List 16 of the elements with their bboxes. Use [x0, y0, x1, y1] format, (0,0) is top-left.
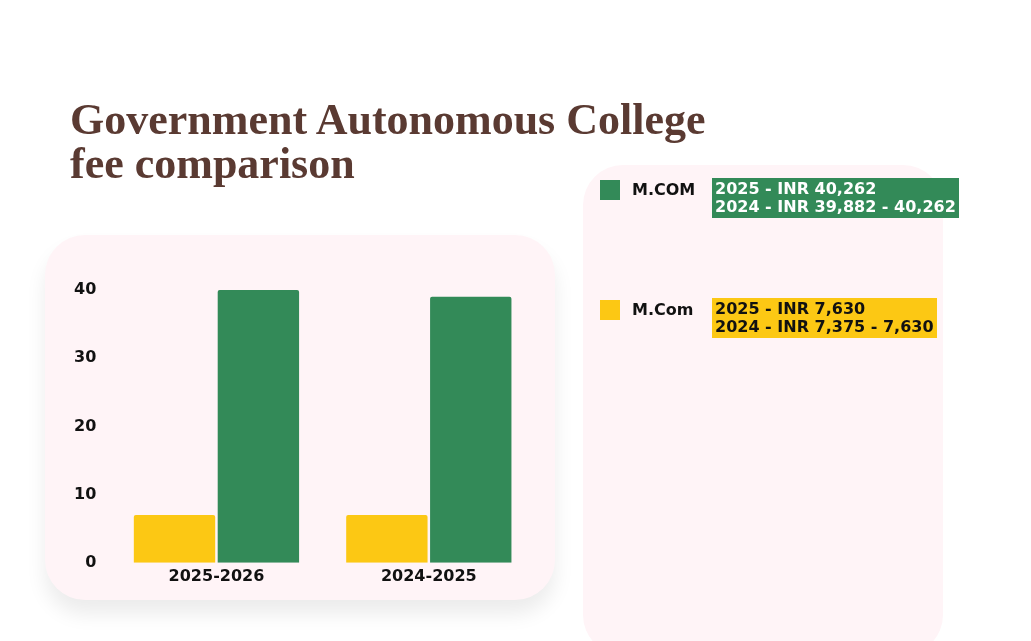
text: 2025 - INR 7,630: [715, 299, 866, 318]
y-tick-label: 40: [74, 279, 97, 299]
text: 2025 - INR 40,262: [715, 179, 877, 198]
bar: [346, 515, 428, 563]
y-tick-label: 10: [74, 483, 97, 503]
y-tick-label: 20: [74, 415, 97, 435]
bar: [217, 290, 300, 563]
text: 2024 - INR 7,375 - 7,630: [715, 317, 934, 336]
bar: [133, 515, 216, 563]
y-tick-label: 0: [85, 551, 97, 571]
legend-label: M.Com: [632, 299, 695, 321]
x-tick-label: 2025-2026: [168, 565, 265, 585]
text: 2024 - INR 39,882 - 40,262: [715, 197, 956, 216]
y-tick-label: 30: [74, 347, 97, 367]
x-tick-label: 2024-2025: [380, 565, 477, 585]
bar: [430, 296, 512, 563]
